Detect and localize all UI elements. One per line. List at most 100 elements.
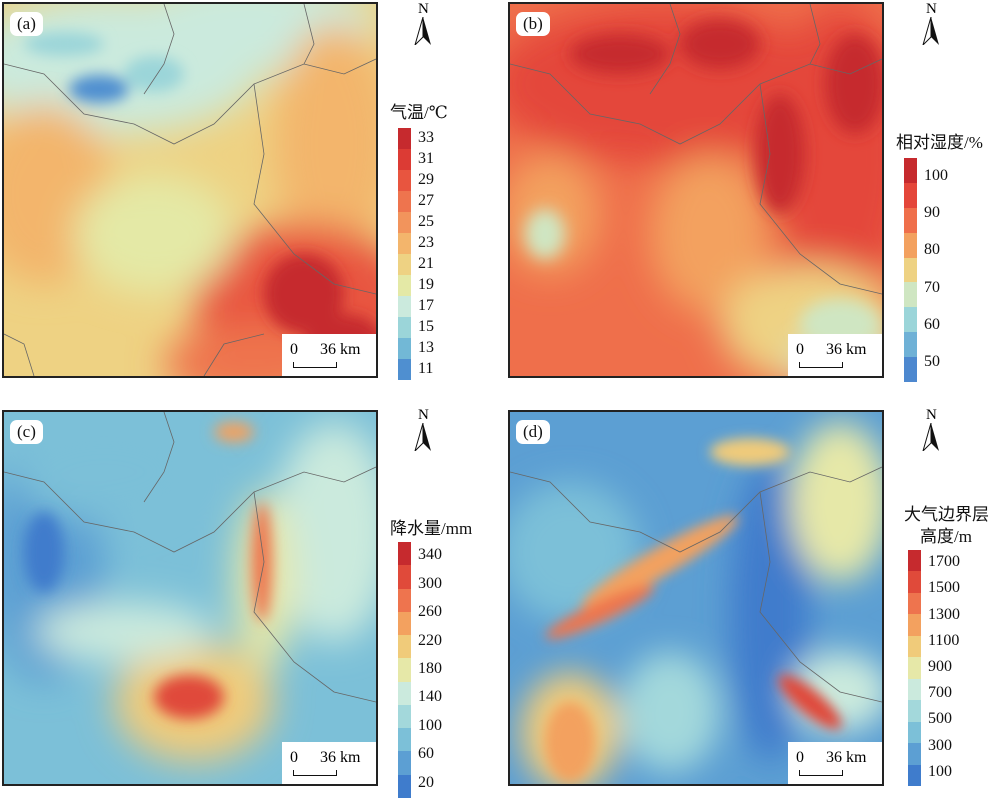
- panel-label: (d): [516, 420, 550, 444]
- legend-tick-label: 100: [928, 762, 952, 780]
- colorbar-segment: [398, 704, 411, 729]
- colorbar-segment: [398, 275, 411, 296]
- scale-end: 36 km: [320, 341, 361, 358]
- north-label: N: [418, 1, 429, 17]
- north-label: N: [926, 407, 937, 423]
- colorbar-segment: [908, 657, 921, 679]
- scale-start: 0: [290, 749, 298, 766]
- panel-label: (c): [10, 420, 43, 444]
- scale-bar-line: [799, 362, 843, 368]
- legend-tick-label: 1300: [928, 605, 960, 623]
- legend-tick-label: 29: [418, 170, 434, 188]
- scale-start: 0: [290, 341, 298, 358]
- legend-tick-label: 220: [418, 631, 442, 649]
- scale-end: 36 km: [320, 749, 361, 766]
- colorbar-segment: [398, 359, 411, 380]
- colorbar-segment: [398, 233, 411, 254]
- colorbar: [398, 542, 411, 798]
- colorbar-segment: [398, 681, 411, 705]
- legend-tick-label: 260: [418, 603, 442, 621]
- legend-tick-label: 90: [924, 204, 940, 221]
- colorbar-segment: [908, 721, 921, 744]
- map-panel-boundary-layer[interactable]: (d) 0 36 km: [508, 410, 884, 786]
- legend-tick-label: 300: [928, 736, 952, 754]
- humidity-field: [510, 4, 882, 376]
- colorbar-segment: [398, 191, 411, 212]
- colorbar: [398, 128, 411, 380]
- colorbar-segment: [398, 728, 411, 752]
- colorbar-segment: [398, 588, 411, 612]
- colorbar-segment: [398, 317, 411, 338]
- scale-end: 36 km: [826, 749, 867, 766]
- colorbar-segment: [398, 254, 411, 275]
- colorbar-segment: [904, 282, 917, 308]
- colorbar-segment: [908, 592, 921, 615]
- legend-tick-label: 140: [418, 688, 442, 706]
- panel-label: (b): [516, 12, 550, 36]
- legend-tick-label: 25: [418, 212, 434, 230]
- legend-tick-label: 27: [418, 191, 434, 209]
- colorbar-segment: [398, 658, 411, 682]
- legend-title: 相对湿度/%: [896, 133, 983, 152]
- legend-title: 降水量/mm: [390, 519, 473, 538]
- legend-tick-label: 100: [418, 716, 442, 734]
- legend-tick-label: 180: [418, 660, 442, 677]
- scale-bar: 0 36 km: [282, 334, 376, 376]
- legend-tick-label: 70: [924, 278, 940, 296]
- legend-tick-label: 1100: [928, 631, 960, 649]
- scale-end: 36 km: [826, 341, 867, 358]
- legend-tick-label: 1500: [928, 579, 960, 597]
- colorbar-segment: [908, 700, 921, 722]
- legend-tick-label: 300: [418, 574, 442, 592]
- map-panel-temperature[interactable]: (a) 0 36 km: [2, 2, 378, 378]
- legend-tick-label: 700: [928, 684, 952, 702]
- scale-start: 0: [796, 749, 804, 766]
- colorbar-segment: [398, 635, 411, 659]
- scale-bar: 0 36 km: [788, 334, 882, 376]
- colorbar-segment: [398, 296, 411, 317]
- colorbar-segment: [904, 332, 917, 357]
- legend-tick-label: 17: [418, 296, 434, 314]
- legend-title: 大气边界层: [904, 505, 989, 524]
- colorbar: [908, 550, 921, 786]
- legend-tick-label: 100: [924, 166, 948, 184]
- colorbar-segment: [908, 743, 921, 765]
- scale-bar: 0 36 km: [788, 742, 882, 784]
- map-panel-humidity[interactable]: (b) 0 36 km: [508, 2, 884, 378]
- north-arrow-icon: N: [919, 1, 945, 45]
- boundary-layer-field: [510, 412, 882, 784]
- legend-tick-label: 1700: [928, 553, 960, 571]
- legend-tick-label: 60: [418, 745, 434, 763]
- colorbar-segment: [908, 571, 921, 593]
- colorbar-segment: [908, 678, 921, 701]
- temperature-field: [4, 4, 376, 376]
- colorbar-segment: [904, 357, 917, 382]
- map-panel-precipitation[interactable]: (c) 0 36 km: [2, 410, 378, 786]
- colorbar-segment: [398, 774, 411, 798]
- legend-tick-label: 31: [418, 149, 434, 167]
- legend-tick-label: 11: [418, 359, 434, 377]
- colorbar-segment: [908, 764, 921, 786]
- legend-tick-label: 50: [924, 353, 940, 371]
- legend-tick-label: 340: [418, 546, 442, 564]
- legend-tick-label: 33: [418, 128, 434, 146]
- colorbar-segment: [398, 542, 411, 566]
- north-arrow-icon: N: [411, 1, 437, 45]
- scale-start: 0: [796, 341, 804, 358]
- legend-tick-label: 15: [418, 317, 434, 335]
- colorbar-segment: [398, 170, 411, 191]
- legend-title: 气温/℃: [390, 103, 448, 122]
- colorbar-segment: [908, 550, 921, 572]
- colorbar-segment: [904, 182, 917, 208]
- colorbar-segment: [904, 307, 917, 333]
- scale-bar: 0 36 km: [282, 742, 376, 784]
- north-label: N: [418, 407, 429, 423]
- colorbar-segment: [398, 149, 411, 170]
- legend-tick-label: 900: [928, 658, 952, 675]
- north-label: N: [926, 1, 937, 17]
- colorbar-segment: [398, 212, 411, 233]
- colorbar-segment: [398, 128, 411, 149]
- colorbar-segment: [904, 207, 917, 233]
- legend-tick-label: 23: [418, 233, 434, 251]
